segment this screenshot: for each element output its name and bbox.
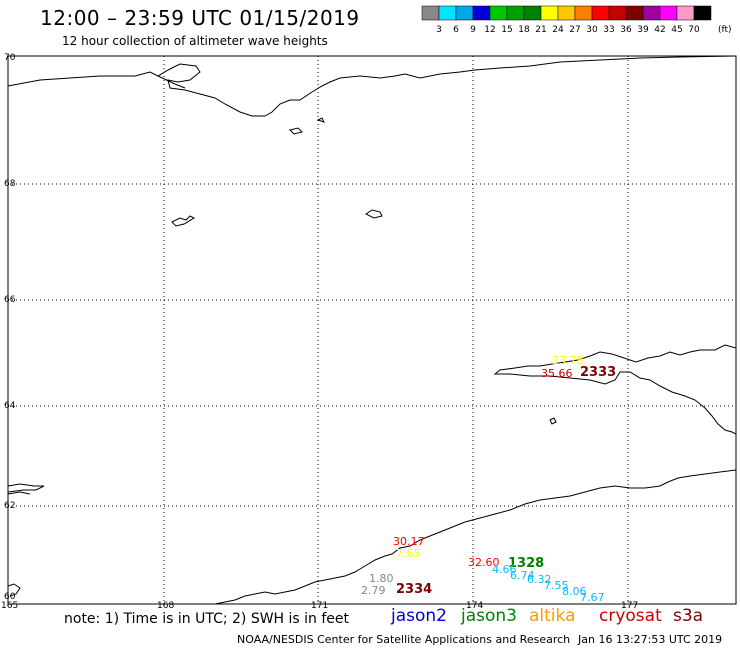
legend-swatch (693, 5, 712, 21)
graticule (8, 56, 736, 604)
color-legend: 3 6 9 12 15 18 21 24 27 30 33 36 39 42 45 70 (ft) (421, 5, 732, 35)
lat-label: 64 (4, 401, 16, 411)
legend-label: 45 (671, 25, 682, 35)
wave-height-label: 8.06 (562, 585, 587, 598)
wave-height-label: 6.74 (510, 569, 535, 582)
legend-label: 36 (620, 25, 632, 35)
wave-height-label: 2.79 (361, 584, 386, 597)
pass-time-label: 1328 (508, 556, 545, 571)
lat-label: 70 (4, 53, 16, 63)
satellite-jason3: jason3 (461, 606, 517, 626)
legend-label: 9 (470, 25, 476, 35)
lon-label: 174 (466, 601, 484, 611)
satellite-altika: altika (529, 606, 576, 626)
generated-timestamp: Jan 16 13:27:53 UTC 2019 (578, 633, 723, 646)
lon-label: 165 (1, 601, 19, 611)
wave-height-label: 6.32 (527, 573, 552, 586)
pass-time-label: 2333 (580, 365, 617, 380)
legend-label: 70 (688, 25, 700, 35)
credit-line: NOAA/NESDIS Center for Satellite Applica… (237, 633, 571, 646)
chart-subtitle: 12 hour collection of altimeter wave hei… (62, 34, 328, 48)
satellite-jason2: jason2 (391, 606, 447, 626)
map-frame (7, 55, 737, 605)
legend-label: 18 (518, 25, 530, 35)
lon-label: 171 (311, 601, 329, 611)
wave-height-label: 30.17 (393, 535, 425, 548)
legend-label: 6 (453, 25, 459, 35)
lat-label: 66 (4, 295, 16, 305)
legend-label: 39 (637, 25, 649, 35)
legend-label: 3 (436, 25, 442, 35)
legend-label: 21 (535, 25, 546, 35)
wave-height-label: 7.55 (544, 579, 569, 592)
legend-label: 30 (586, 25, 598, 35)
wave-height-label: 4.66 (492, 563, 517, 576)
lat-label: 62 (4, 501, 16, 511)
wave-height-label: 35.66 (541, 367, 573, 380)
legend-label: 12 (484, 25, 495, 35)
wave-height-label: 1.80 (369, 572, 394, 585)
legend-label: 33 (603, 25, 614, 35)
wave-height-label: 7.65 (396, 547, 421, 560)
coastline (7, 55, 737, 605)
wave-height-label: 7.67 (580, 591, 605, 604)
satellite-cryosat: cryosat (599, 606, 662, 626)
chart-title: 12:00 – 23:59 UTC 01/15/2019 (40, 6, 360, 30)
lat-label: 60 (4, 592, 16, 602)
legend-label: 27 (569, 25, 580, 35)
pass-time-label: 2334 (396, 582, 433, 597)
legend-label: 15 (501, 25, 512, 35)
legend-unit: (ft) (718, 25, 732, 35)
footnote: note: 1) Time is in UTC; 2) SWH is in fe… (64, 611, 350, 627)
wave-height-label: 32.60 (468, 556, 500, 569)
legend-label: 42 (654, 25, 665, 35)
legend-label: 24 (552, 25, 564, 35)
wave-height-label: 23.78 (552, 354, 584, 367)
satellite-s3a: s3a (673, 606, 704, 626)
lon-label: 168 (157, 601, 175, 611)
lat-label: 68 (4, 179, 16, 189)
lon-label: 177 (621, 601, 639, 611)
